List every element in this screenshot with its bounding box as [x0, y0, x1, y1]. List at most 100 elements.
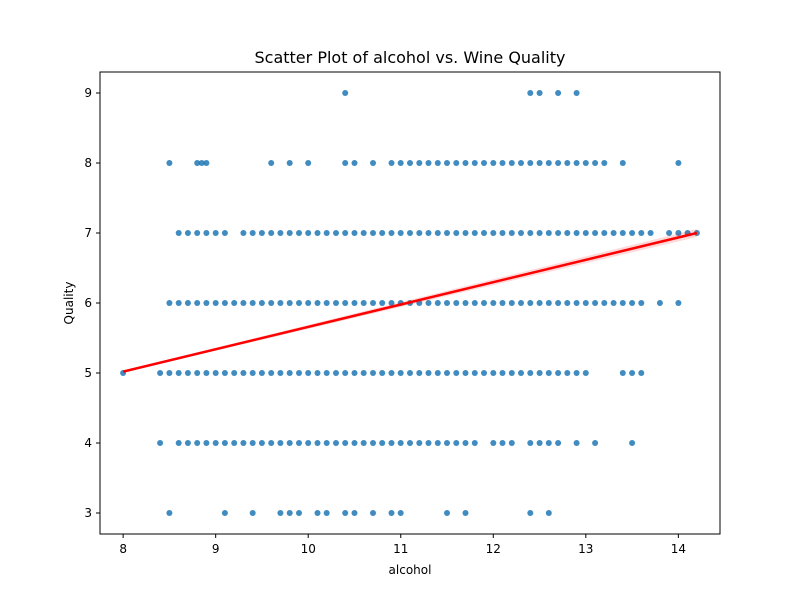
data-point	[175, 370, 182, 376]
data-point	[388, 370, 395, 376]
y-tick-label: 8	[84, 156, 92, 170]
data-point	[231, 370, 238, 376]
data-point	[601, 230, 608, 236]
regression-line	[122, 231, 698, 373]
data-point	[638, 230, 645, 236]
data-point	[314, 300, 321, 306]
data-point	[462, 230, 469, 236]
data-point	[416, 160, 423, 166]
data-point	[296, 300, 302, 306]
data-point	[342, 160, 349, 166]
data-point	[434, 160, 441, 166]
data-point	[536, 230, 543, 236]
data-point	[175, 440, 182, 446]
data-point	[323, 370, 330, 376]
data-point	[425, 440, 432, 446]
data-point	[573, 370, 580, 376]
data-point	[444, 440, 450, 446]
data-point	[592, 160, 599, 166]
data-point	[323, 300, 330, 306]
data-point	[268, 230, 275, 236]
data-point	[564, 370, 571, 376]
data-point	[490, 370, 497, 376]
data-point	[333, 300, 339, 306]
data-point	[231, 440, 238, 446]
data-point	[258, 370, 265, 376]
data-point	[296, 510, 302, 516]
data-point	[675, 300, 682, 306]
data-point	[370, 440, 376, 446]
data-point	[351, 440, 358, 446]
data-point	[638, 300, 645, 306]
data-point	[212, 230, 219, 236]
data-point	[286, 370, 293, 376]
data-point	[573, 90, 580, 96]
y-tick-label: 7	[84, 226, 92, 240]
data-point	[481, 160, 487, 166]
data-point	[351, 300, 358, 306]
data-point	[481, 230, 487, 236]
data-point	[333, 440, 339, 446]
data-point	[379, 230, 386, 236]
data-point	[471, 160, 478, 166]
data-point	[508, 440, 515, 446]
data-point	[286, 230, 293, 236]
data-point	[434, 230, 441, 236]
data-point	[157, 370, 164, 376]
data-point	[619, 300, 626, 306]
data-point	[647, 230, 654, 236]
data-point	[499, 230, 506, 236]
data-point	[407, 440, 413, 446]
data-point	[370, 160, 376, 166]
data-point	[416, 370, 423, 376]
data-point	[407, 370, 413, 376]
data-point	[536, 440, 543, 446]
data-point	[342, 230, 349, 236]
data-point	[305, 160, 312, 166]
data-point	[286, 510, 293, 516]
data-point	[286, 440, 293, 446]
data-point	[462, 160, 469, 166]
data-point	[499, 160, 506, 166]
data-point	[527, 300, 534, 306]
data-point	[610, 300, 617, 306]
data-point	[536, 300, 543, 306]
data-point	[166, 300, 173, 306]
data-point	[582, 160, 589, 166]
data-point	[277, 510, 284, 516]
data-point	[527, 230, 534, 236]
data-point	[555, 370, 562, 376]
data-point	[221, 370, 228, 376]
data-point	[231, 300, 238, 306]
data-point	[610, 230, 617, 236]
data-point	[499, 300, 506, 306]
data-point	[601, 160, 608, 166]
data-point	[166, 160, 173, 166]
data-point	[175, 300, 182, 306]
trend-layer	[122, 229, 698, 373]
y-tick-label: 3	[84, 506, 92, 520]
data-point	[527, 510, 534, 516]
data-point	[323, 510, 330, 516]
data-point	[397, 510, 404, 516]
data-point	[370, 300, 376, 306]
data-point	[221, 440, 228, 446]
data-point	[425, 230, 432, 236]
y-tick-label: 4	[84, 436, 92, 450]
data-point	[545, 160, 552, 166]
data-point	[203, 300, 210, 306]
data-point	[490, 440, 497, 446]
data-point	[249, 300, 256, 306]
data-point	[462, 370, 469, 376]
data-point	[573, 230, 580, 236]
data-point	[619, 370, 626, 376]
data-point	[268, 370, 275, 376]
data-point	[184, 440, 191, 446]
data-point	[342, 510, 349, 516]
data-point	[323, 230, 330, 236]
data-point	[425, 160, 432, 166]
data-point	[221, 230, 228, 236]
data-point	[601, 300, 608, 306]
y-tick-label: 5	[84, 366, 92, 380]
